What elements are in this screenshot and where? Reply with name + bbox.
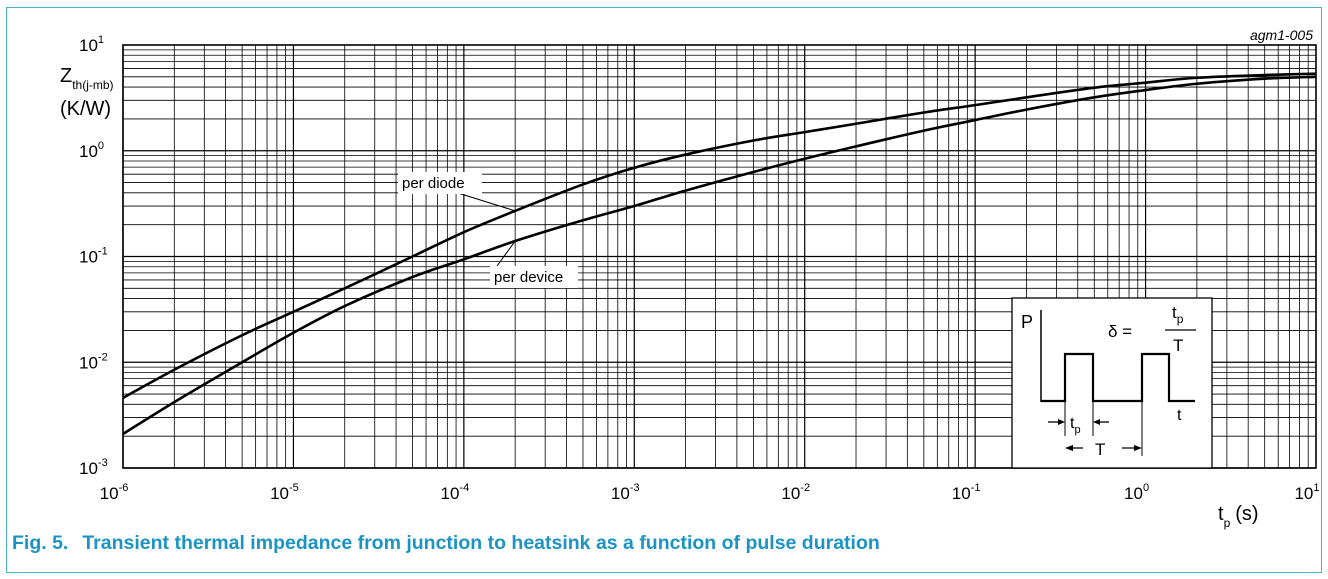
- y-axis-label: Zth(j-mb): [60, 65, 114, 92]
- series-per-device-line: [122, 75, 1317, 436]
- inset-tp-label: tp: [1070, 415, 1081, 436]
- x-axis-label: tp (s): [1218, 503, 1259, 530]
- x-tick-label: 10-5: [270, 482, 299, 503]
- x-tick-label: 100: [1124, 482, 1149, 503]
- thermal-impedance-chart: per diode per device 10-6 10-5 10-4 10-3 10-2…: [60, 27, 1320, 530]
- pulse-inset: P t δ = tp T tp T: [1011, 297, 1213, 469]
- x-tick-label: 101: [1294, 482, 1319, 503]
- per-device-leader-line: [496, 240, 516, 267]
- per-device-label: per device: [494, 269, 563, 286]
- y-tick-label: 101: [79, 34, 104, 55]
- y-axis-unit: (K/W): [60, 98, 111, 120]
- inset-box: [1011, 297, 1213, 469]
- x-tick-labels: 10-6 10-5 10-4 10-3 10-2 10-1 100 101: [100, 482, 1320, 503]
- y-tick-label: 10-2: [79, 351, 108, 372]
- inset-pulse-train: [1041, 352, 1195, 403]
- chart-grid: [122, 45, 1316, 469]
- per-device-label-background: [490, 266, 578, 288]
- chart-curves: [122, 72, 1317, 436]
- inset-t-label: t: [1177, 407, 1182, 424]
- inset-delta-symbol: δ =: [1108, 322, 1132, 341]
- y-tick-labels: 10-3 10-2 10-1 100 101: [79, 34, 108, 478]
- inset-tp-arrowhead-left: [1058, 419, 1065, 425]
- x-tick-label: 10-3: [611, 482, 640, 503]
- y-tick-label: 100: [79, 140, 104, 161]
- x-tick-label: 10-2: [781, 482, 810, 503]
- x-tick-label: 10-4: [441, 482, 470, 503]
- inset-period-arrowhead-right: [1134, 445, 1142, 451]
- per-diode-label: per diode: [402, 175, 465, 192]
- figure-number: Fig. 5.: [12, 532, 69, 554]
- inset-tp-arrowhead-right: [1093, 419, 1100, 425]
- inset-denominator: T: [1173, 336, 1183, 355]
- y-tick-label: 10-3: [79, 457, 108, 478]
- inset-period-label: T: [1095, 440, 1105, 459]
- series-per-diode-line: [122, 72, 1317, 400]
- x-tick-label: 10-6: [100, 482, 129, 503]
- per-diode-leader-line: [457, 192, 516, 212]
- x-tick-label: 10-1: [952, 482, 981, 503]
- inset-p-label: P: [1021, 312, 1033, 332]
- figure-caption: Fig. 5. Transient thermal impedance from …: [12, 532, 1312, 555]
- inset-numerator: tp: [1172, 303, 1184, 326]
- figure-caption-text: Transient thermal impedance from junctio…: [82, 532, 880, 554]
- per-diode-label-background: [398, 172, 482, 194]
- chart-code-label: agm1-005: [1250, 27, 1313, 43]
- y-tick-label: 10-1: [79, 246, 108, 267]
- figure-frame: [6, 7, 1322, 573]
- plot-area-border: [122, 44, 1317, 469]
- chart-annotations: per diode per device: [398, 172, 578, 288]
